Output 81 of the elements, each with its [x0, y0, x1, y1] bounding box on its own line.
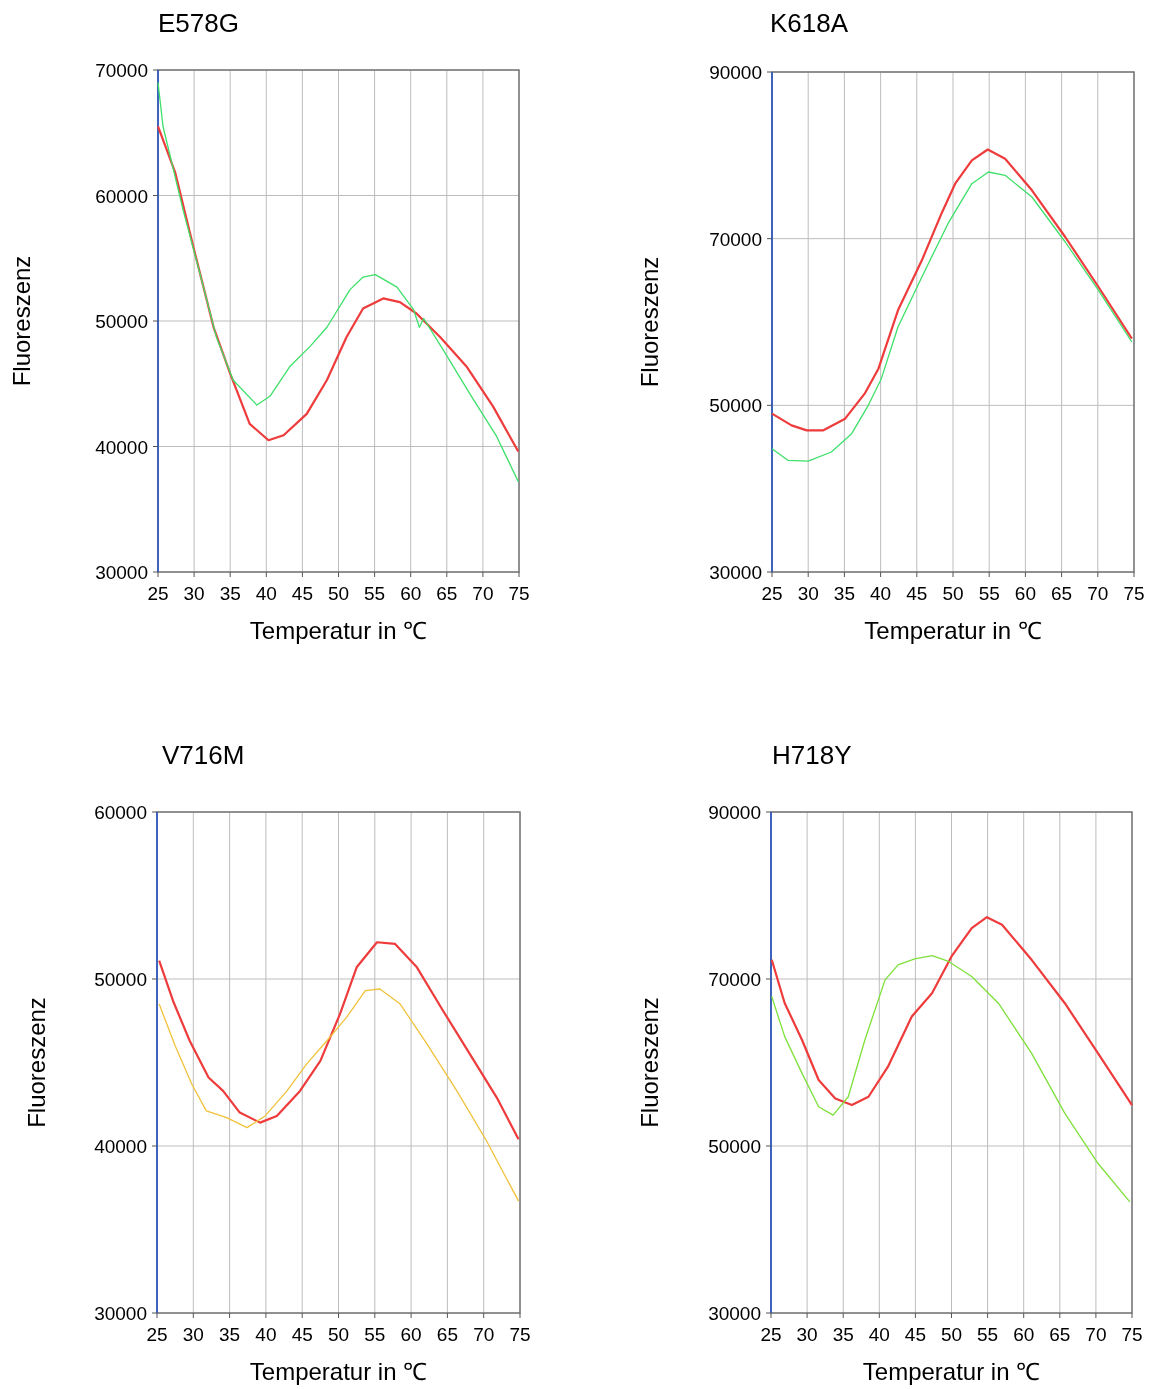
x-tick-label: 55: [364, 583, 386, 604]
y-tick-label: 40000: [95, 436, 148, 458]
x-tick-label: 30: [182, 1324, 204, 1345]
chart-title: E578G: [158, 8, 239, 38]
x-tick-label: 25: [147, 583, 169, 604]
line-series: [771, 171, 1133, 462]
y-tick-label: 50000: [94, 969, 147, 990]
x-tick-label: 50: [327, 583, 350, 604]
y-tick-label: 60000: [95, 185, 148, 207]
x-axis-title: Temperatur in ℃: [862, 1358, 1041, 1385]
x-tick-label: 35: [219, 583, 241, 604]
x-tick-label: 35: [833, 583, 855, 604]
x-tick-label: 70: [1087, 583, 1109, 604]
chart-title: V716M: [162, 740, 245, 770]
x-tick-label: 60: [400, 583, 422, 604]
line-series: [770, 916, 1134, 1107]
x-tick-label: 65: [1051, 583, 1073, 604]
y-tick-label: 30000: [95, 562, 148, 583]
x-tick-label: 70: [473, 1324, 495, 1345]
x-tick-label: 35: [832, 1324, 854, 1345]
x-tick-label: 65: [436, 1324, 458, 1345]
y-tick-label: 70000: [95, 60, 148, 81]
x-tick-label: 45: [291, 1324, 313, 1345]
line-series: [158, 988, 520, 1202]
y-tick-label: 40000: [94, 1136, 147, 1157]
x-tick-label: 60: [1014, 583, 1036, 604]
x-tick-label: 75: [508, 583, 530, 604]
x-tick-label: 25: [146, 1324, 168, 1345]
y-axis-title: Fluoreszenz: [8, 255, 35, 387]
x-tick-label: 30: [183, 583, 205, 604]
y-tick-label: 30000: [709, 562, 762, 583]
x-tick-label: 30: [796, 1324, 818, 1345]
x-tick-label: 45: [291, 583, 313, 604]
x-tick-label: 65: [436, 583, 458, 604]
y-tick-label: 50000: [95, 311, 148, 332]
line-series: [770, 148, 1133, 432]
x-tick-label: 40: [255, 1324, 277, 1345]
y-tick-label: 90000: [708, 802, 761, 823]
line-series: [158, 941, 520, 1141]
y-axis-title: Fluoreszenz: [636, 256, 663, 388]
x-tick-label: 30: [797, 583, 819, 604]
x-tick-label: 35: [219, 1324, 241, 1345]
x-tick-label: 45: [904, 1324, 926, 1345]
y-tick-label: 70000: [708, 969, 761, 990]
x-tick-label: 65: [1049, 1324, 1071, 1345]
y-tick-label: 50000: [709, 395, 762, 417]
x-tick-label: 25: [761, 583, 783, 604]
x-tick-label: 70: [1085, 1324, 1107, 1345]
y-tick-label: 90000: [709, 62, 762, 83]
x-tick-label: 45: [906, 583, 928, 604]
line-series: [771, 954, 1131, 1203]
chart-title: K618A: [770, 8, 849, 38]
x-tick-label: 50: [942, 583, 964, 604]
x-tick-label: 60: [400, 1324, 422, 1345]
x-tick-label: 40: [868, 1324, 890, 1345]
x-tick-label: 60: [1013, 1324, 1035, 1345]
y-tick-label: 70000: [709, 228, 762, 250]
x-tick-label: 70: [472, 583, 494, 604]
x-tick-label: 40: [870, 583, 892, 604]
x-tick-label: 40: [255, 583, 277, 604]
x-tick-label: 55: [978, 583, 1000, 604]
x-tick-label: 55: [977, 1324, 999, 1345]
x-tick-label: 50: [327, 1324, 350, 1345]
y-axis-title: Fluoreszenz: [636, 997, 663, 1128]
x-axis-title: Temperatur in ℃: [864, 617, 1042, 644]
x-tick-label: 75: [1123, 583, 1145, 604]
x-tick-label: 75: [1121, 1324, 1143, 1345]
y-tick-label: 60000: [94, 802, 147, 823]
chart-title: H718Y: [772, 740, 852, 770]
line-series: [156, 125, 520, 453]
y-tick-label: 30000: [94, 1303, 147, 1324]
x-tick-label: 75: [509, 1324, 531, 1345]
y-tick-label: 30000: [708, 1303, 761, 1324]
y-tick-label: 50000: [708, 1136, 761, 1157]
x-tick-label: 50: [940, 1324, 963, 1345]
y-axis-title: Fluoreszenz: [23, 997, 50, 1128]
x-tick-label: 25: [760, 1324, 782, 1345]
x-axis-title: Temperatur in ℃: [249, 617, 428, 644]
line-series: [157, 81, 519, 483]
x-tick-label: 55: [364, 1324, 386, 1345]
x-axis-title: Temperatur in ℃: [249, 1358, 428, 1385]
